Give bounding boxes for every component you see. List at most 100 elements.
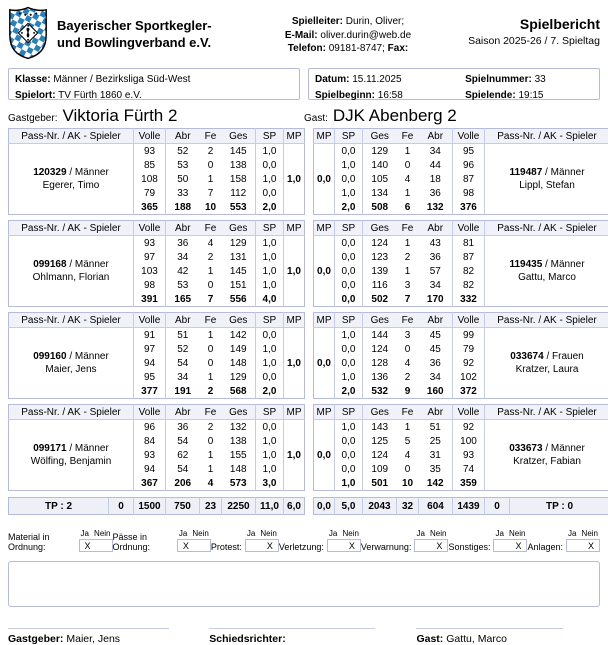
lane-row: 0,0 123 2 36 87 <box>314 250 608 264</box>
team-total-extra: 0 <box>108 497 134 515</box>
lane-fe: 0 <box>207 159 214 171</box>
home-table-header-row: Pass-Nr. / AK - Spieler Volle Abr Fe Ges SP MP <box>8 220 305 236</box>
lane-volle: 99 <box>452 327 485 342</box>
total-ges: 532 <box>371 385 389 397</box>
column-header: Fe <box>199 128 222 144</box>
lane-ges: 158 <box>221 172 256 186</box>
total-fe: 7 <box>207 293 214 305</box>
lane-ges: 138 <box>221 158 256 172</box>
guest-signature-text: Gast: Gattu, Marco <box>416 633 600 645</box>
total-volle: 377 <box>133 384 166 399</box>
check-stack: Ja Nein X <box>566 529 600 552</box>
contact-block: Spielleiter: Durin, Oliver; E-Mail: oliv… <box>260 15 436 56</box>
datum-line: Datum: 15.11.2025 <box>315 72 465 88</box>
column-header: Pass-Nr. / AK - Spieler <box>8 220 134 236</box>
lane-row: 0,0 1,0 143 1 51 92 033673 / Männer Kratzer, Fa… <box>313 419 608 491</box>
lane-abr: 53 <box>177 279 189 291</box>
lane-row: 95 34 1 129 0,0 <box>9 370 305 384</box>
lane-fe: 3 <box>404 279 411 291</box>
lane-abr: 54 <box>177 357 189 369</box>
ja-cell: X <box>84 541 91 551</box>
column-header: Volle <box>452 312 485 328</box>
lane-ges: 124 <box>371 237 389 249</box>
guest-team: Gast: DJK Abenberg 2 <box>304 106 600 126</box>
column-header: Volle <box>133 404 166 420</box>
total-abr: 160 <box>418 384 453 399</box>
lane-abr: 31 <box>418 448 453 462</box>
player-pass-line: 099160 / Männer <box>11 350 131 363</box>
telefon-value: 09181-8747; <box>328 43 385 54</box>
check-group: Verletzung: Ja Nein X <box>279 529 361 552</box>
signatures-footer: Gastgeber: Maier, Jens Schiedsrichter: G… <box>8 628 600 645</box>
lane-ges: 124 <box>371 343 389 355</box>
team-total-tp: TP : 0 <box>509 497 608 515</box>
lane-sp: 0,0 <box>334 143 363 158</box>
column-header: Ges <box>362 312 397 328</box>
total-sp: 2,0 <box>334 200 363 215</box>
lane-abr: 18 <box>418 172 453 186</box>
lane-fe: 1 <box>404 187 411 199</box>
total-volle: 365 <box>133 200 166 215</box>
check-group: Anlagen: Ja Nein X <box>527 529 600 552</box>
team-total-volle: 1439 <box>452 497 485 515</box>
lane-row: 108 50 1 158 1,0 <box>9 172 305 186</box>
guest-table-header-row: MP SP Ges Fe Abr Volle Pass-Nr. / AK - Spieler <box>313 312 608 328</box>
check-label: Verwarnung: <box>360 542 412 552</box>
total-sp: 2,0 <box>255 200 284 215</box>
lane-ges: 149 <box>221 342 256 356</box>
ja-nein-header: Ja Nein <box>79 529 113 538</box>
total-sp: 2,0 <box>334 384 363 399</box>
total-fe: 10 <box>401 477 414 489</box>
player-name-cell: 119487 / Männer Lippl, Stefan <box>485 144 608 215</box>
lane-sp: 1,0 <box>255 448 284 462</box>
guest-player-table: MP SP Ges Fe Abr Volle Pass-Nr. / AK - Spieler… <box>313 128 608 215</box>
player-totals-row: 0,0 502 7 170 332 <box>314 292 608 307</box>
class-info-box: Klasse: Männer / Bezirksliga Süd-West Sp… <box>8 68 300 101</box>
check-label: Sonstiges: <box>448 542 491 552</box>
column-header: Fe <box>396 404 419 420</box>
lane-abr: 34 <box>418 370 453 384</box>
total-volle: 359 <box>452 476 485 491</box>
lane-sp: 0,0 <box>334 235 363 250</box>
check-box: X <box>78 539 113 552</box>
spielende-line: Spielende: 19:15 <box>465 88 593 104</box>
total-ges: 556 <box>221 292 256 307</box>
lane-row: 1,0 136 2 34 102 <box>314 370 608 384</box>
lane-row: 85 53 0 138 0,0 <box>9 158 305 172</box>
total-volle: 391 <box>133 292 166 307</box>
check-label: Pässe in Ordnung: <box>112 532 151 552</box>
total-fe: 2 <box>207 385 214 397</box>
ja-cell <box>415 540 431 551</box>
lane-row: 84 54 0 138 1,0 <box>9 434 305 448</box>
lane-volle: 98 <box>133 278 166 292</box>
check-box: X <box>493 539 528 552</box>
player-name-cell: 099171 / Männer Wölfing, Benjamin <box>8 419 134 491</box>
lane-abr: 50 <box>177 173 189 185</box>
column-header: Abr <box>165 312 200 328</box>
lane-fe: 2 <box>404 371 411 383</box>
lane-abr: 33 <box>177 187 189 199</box>
spielleiter-value: Durin, Oliver; <box>345 16 405 27</box>
lane-volle: 94 <box>133 462 166 476</box>
lane-sp: 0,0 <box>334 264 363 278</box>
total-abr: 165 <box>174 293 192 305</box>
column-header: Ges <box>362 128 397 144</box>
player-name: Wölfing, Benjamin <box>30 456 112 467</box>
player-pass-number: 120329 <box>33 167 67 178</box>
guest-team-name: DJK Abenberg 2 <box>332 106 457 125</box>
lane-row: 98 53 0 151 1,0 <box>9 278 305 292</box>
lane-row: 94 54 0 148 1,0 <box>9 356 305 370</box>
home-signature-label: Gastgeber: <box>8 633 64 645</box>
total-sp: 1,0 <box>334 476 363 491</box>
lane-volle: 84 <box>133 434 166 448</box>
report-subtitle: Saison 2025-26 / 7. Spieltag <box>468 34 600 47</box>
org-name-line1: Bayerischer Sportkegler- <box>57 17 212 33</box>
lane-ges: 129 <box>371 145 389 157</box>
lane-row: 1,0 134 1 36 98 <box>314 186 608 200</box>
check-stack: Ja Nein X <box>493 529 528 552</box>
team-total-abr: 604 <box>418 497 453 515</box>
ja-nein-header: Ja Nein <box>566 529 600 538</box>
lane-volle: 93 <box>452 448 485 462</box>
spielort-label: Spielort: <box>15 89 56 101</box>
lane-row: 79 33 7 112 0,0 <box>9 186 305 200</box>
